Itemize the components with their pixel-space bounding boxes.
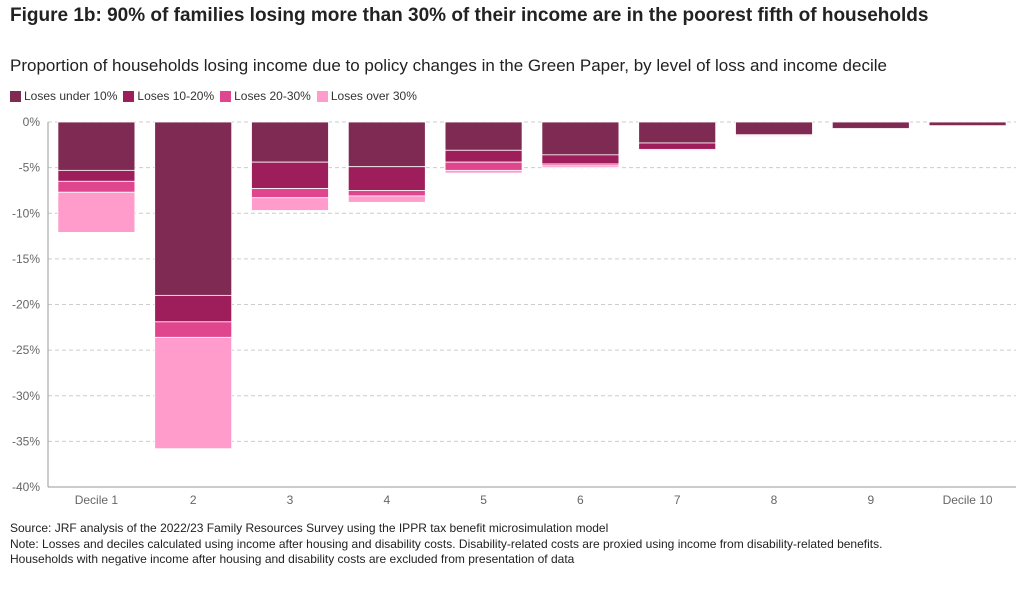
chart-title: Figure 1b: 90% of families losing more t… (10, 5, 929, 26)
bar-segment (444, 121, 523, 151)
x-tick-label: 8 (771, 493, 778, 507)
y-tick-label: -30% (12, 389, 40, 403)
legend-item-10-20[interactable]: Loses 10-20% (123, 89, 214, 103)
bar-segment (251, 161, 329, 190)
exclusion-note: Households with negative income after ho… (10, 552, 575, 566)
x-tick-label: 2 (190, 493, 197, 507)
bar-segment (347, 195, 426, 203)
y-tick-label: -5% (19, 161, 41, 175)
bar-segment (347, 190, 426, 197)
methodology-note: Note: Losses and deciles calculated usin… (10, 536, 883, 551)
x-tick-label: 4 (383, 493, 390, 507)
legend-swatch (10, 90, 21, 102)
legend-label: Loses 20-30% (234, 89, 311, 103)
bar-segment (444, 169, 523, 174)
y-tick-label: -10% (12, 206, 40, 220)
x-tick-label: 6 (577, 493, 584, 507)
bar-segment (57, 180, 136, 193)
bar-segment (541, 154, 620, 165)
bar-segment (347, 166, 426, 191)
y-tick-label: -20% (12, 298, 40, 312)
legend-swatch (220, 90, 232, 102)
bar-segment (735, 135, 813, 138)
bar-segment (444, 149, 523, 163)
bar-segment (831, 121, 910, 129)
legend-label: Loses under 10% (24, 89, 118, 103)
stacked-bar-chart: 0% -5% -10% -15% -20% -25% -30% -35% -40% Decile … (12, 115, 1016, 507)
bar-segment (541, 165, 620, 169)
legend-item-20-30[interactable]: Loses 20-30% (220, 89, 311, 103)
x-tick-label: 5 (480, 493, 487, 507)
bar-segment (928, 121, 1007, 127)
bar-segment (347, 121, 426, 168)
bar-segment (831, 127, 910, 130)
legend-item-over-30[interactable]: Loses over 30% (316, 89, 417, 103)
y-tick-label: 0% (23, 115, 41, 129)
y-tick-label: -15% (12, 252, 40, 266)
legend-swatch (123, 90, 135, 102)
chart-subtitle: Proportion of households losing income d… (10, 56, 887, 75)
bar-segment (154, 321, 233, 338)
y-tick-label: -40% (12, 480, 40, 494)
bar-segment (541, 121, 620, 156)
y-tick-label: -35% (12, 434, 40, 448)
bar-segment (57, 121, 136, 171)
bar-segment (638, 121, 717, 144)
source-note: Source: JRF analysis of the 2022/23 Fami… (10, 521, 609, 535)
bar-segment (154, 121, 233, 296)
legend-label: Loses 10-20% (137, 89, 215, 103)
x-tick-label: Decile 1 (75, 493, 119, 507)
legend-label: Loses over 30% (330, 89, 417, 103)
bar-segment (444, 161, 523, 171)
bar-segment (638, 142, 717, 150)
y-tick-label: -25% (12, 343, 40, 357)
bar-segment (251, 197, 329, 211)
x-tick-label: 9 (867, 493, 874, 507)
x-tick-label: 3 (287, 493, 294, 507)
x-tick-label: Decile 10 (943, 493, 993, 507)
bar-segment (251, 188, 329, 199)
bar-segment (735, 121, 813, 136)
bar-segment (154, 336, 233, 450)
legend-swatch (316, 90, 328, 102)
bar-segment (57, 191, 136, 233)
bar-segment (154, 294, 233, 323)
bar-segment (251, 121, 329, 163)
chart-footer: Source: JRF analysis of the 2022/23 Fami… (10, 521, 882, 568)
chart-legend: Loses under 10% Loses 10-20% Loses 20-30… (10, 89, 417, 103)
legend-item-under-10[interactable]: Loses under 10% (10, 89, 117, 103)
bar-segment (57, 169, 136, 182)
bar-segment (638, 149, 717, 152)
x-tick-label: 7 (674, 493, 681, 507)
